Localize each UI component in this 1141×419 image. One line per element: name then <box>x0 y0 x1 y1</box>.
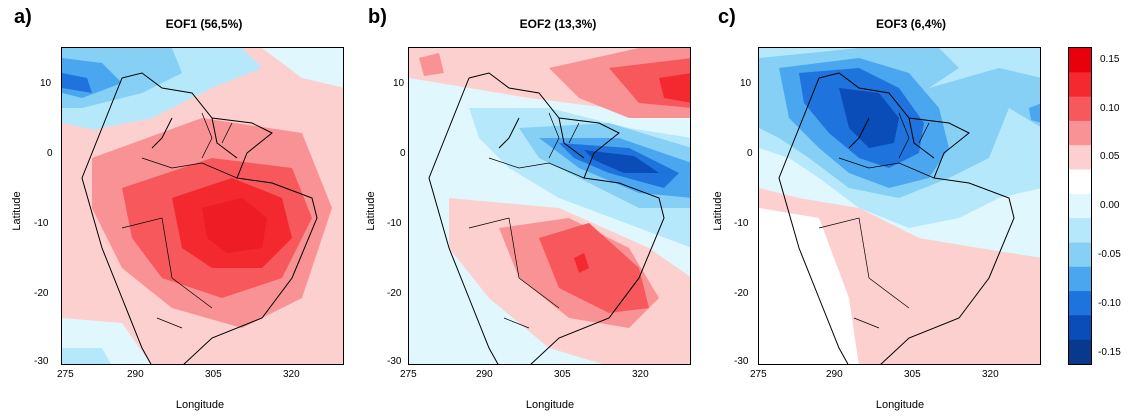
panel-a-map-svg <box>62 48 343 364</box>
colorbar-swatch <box>1069 291 1091 316</box>
panel-c-xtick: 305 <box>904 369 921 380</box>
panel-c-ytick: -20 <box>734 288 749 299</box>
panel-a-title: EOF1 (56,5%) <box>165 17 243 31</box>
panel-b-ytick: -30 <box>387 356 402 367</box>
colorbar-label: 0.05 <box>1100 151 1120 162</box>
colorbar-label: -0.10 <box>1098 298 1121 309</box>
panel-c-letter: c) <box>718 6 736 28</box>
colorbar-label: 0.00 <box>1100 200 1120 211</box>
panel-c-ytick: -10 <box>734 218 749 229</box>
panel-c-ytick: -30 <box>734 356 749 367</box>
colorbar-swatch <box>1069 193 1091 219</box>
panel-b-ytick: 0 <box>400 148 406 159</box>
panel-b-xtick: 305 <box>554 369 571 380</box>
colorbar <box>1068 47 1092 365</box>
panel-c-map-svg <box>759 48 1040 364</box>
colorbar-svg <box>1069 48 1091 365</box>
panel-c-map <box>758 47 1041 365</box>
colorbar-swatch <box>1069 72 1091 98</box>
panel-b-letter: b) <box>368 6 387 28</box>
panel-b-map-svg <box>409 48 690 364</box>
panel-b-xtick: 275 <box>400 369 417 380</box>
panel-a-ytick: 0 <box>47 148 53 159</box>
panel-c-title: EOF3 (6,4%) <box>875 17 947 31</box>
colorbar-swatch <box>1069 169 1091 195</box>
panel-a-xtick: 290 <box>127 369 144 380</box>
colorbar-swatch <box>1069 266 1091 292</box>
colorbar-swatch <box>1069 242 1091 268</box>
colorbar-swatch <box>1069 315 1091 341</box>
panel-c-ylabel: Latitude <box>712 191 724 231</box>
panel-b-ytick: 10 <box>393 78 405 89</box>
panel-a-ytick: -10 <box>34 218 49 229</box>
panel-a-ytick: -20 <box>34 288 49 299</box>
panel-a-ytick: -30 <box>34 356 49 367</box>
colorbar-swatch <box>1069 145 1091 171</box>
panel-c-xlabel: Longitude <box>875 399 925 411</box>
colorbar-label: 0.10 <box>1100 103 1120 114</box>
panel-c-ytick: 0 <box>747 148 753 159</box>
panel-a-map <box>61 47 344 365</box>
panel-b-ylabel: Latitude <box>365 191 377 231</box>
colorbar-swatch <box>1069 218 1091 243</box>
panel-b-map <box>408 47 691 365</box>
panel-c-ytick: 10 <box>740 78 752 89</box>
panel-b-title: EOF2 (13,3%) <box>519 17 597 31</box>
panel-b-ytick: -10 <box>387 218 402 229</box>
panel-a-letter: a) <box>14 6 32 28</box>
panel-a-xtick: 305 <box>205 369 222 380</box>
colorbar-label: 0.15 <box>1100 54 1120 65</box>
panel-a-ylabel: Latitude <box>11 191 23 231</box>
panel-b-ytick: -20 <box>387 288 402 299</box>
panel-c-xtick: 320 <box>982 369 999 380</box>
panel-a-xtick: 320 <box>283 369 300 380</box>
panel-c-xtick: 290 <box>826 369 843 380</box>
panel-b-xlabel: Longitude <box>525 399 575 411</box>
colorbar-swatch <box>1069 96 1091 122</box>
colorbar-swatch <box>1069 120 1091 146</box>
panel-a-ytick: 10 <box>40 78 52 89</box>
panel-b-xtick: 290 <box>476 369 493 380</box>
panel-b-xtick: 320 <box>632 369 649 380</box>
colorbar-label: -0.15 <box>1098 347 1121 358</box>
panel-c-xtick: 275 <box>750 369 767 380</box>
colorbar-swatch <box>1069 339 1091 365</box>
panel-a-xtick: 275 <box>57 369 74 380</box>
colorbar-swatch <box>1069 48 1091 73</box>
colorbar-label: -0.05 <box>1098 249 1121 260</box>
panel-a-xlabel: Longitude <box>175 399 225 411</box>
